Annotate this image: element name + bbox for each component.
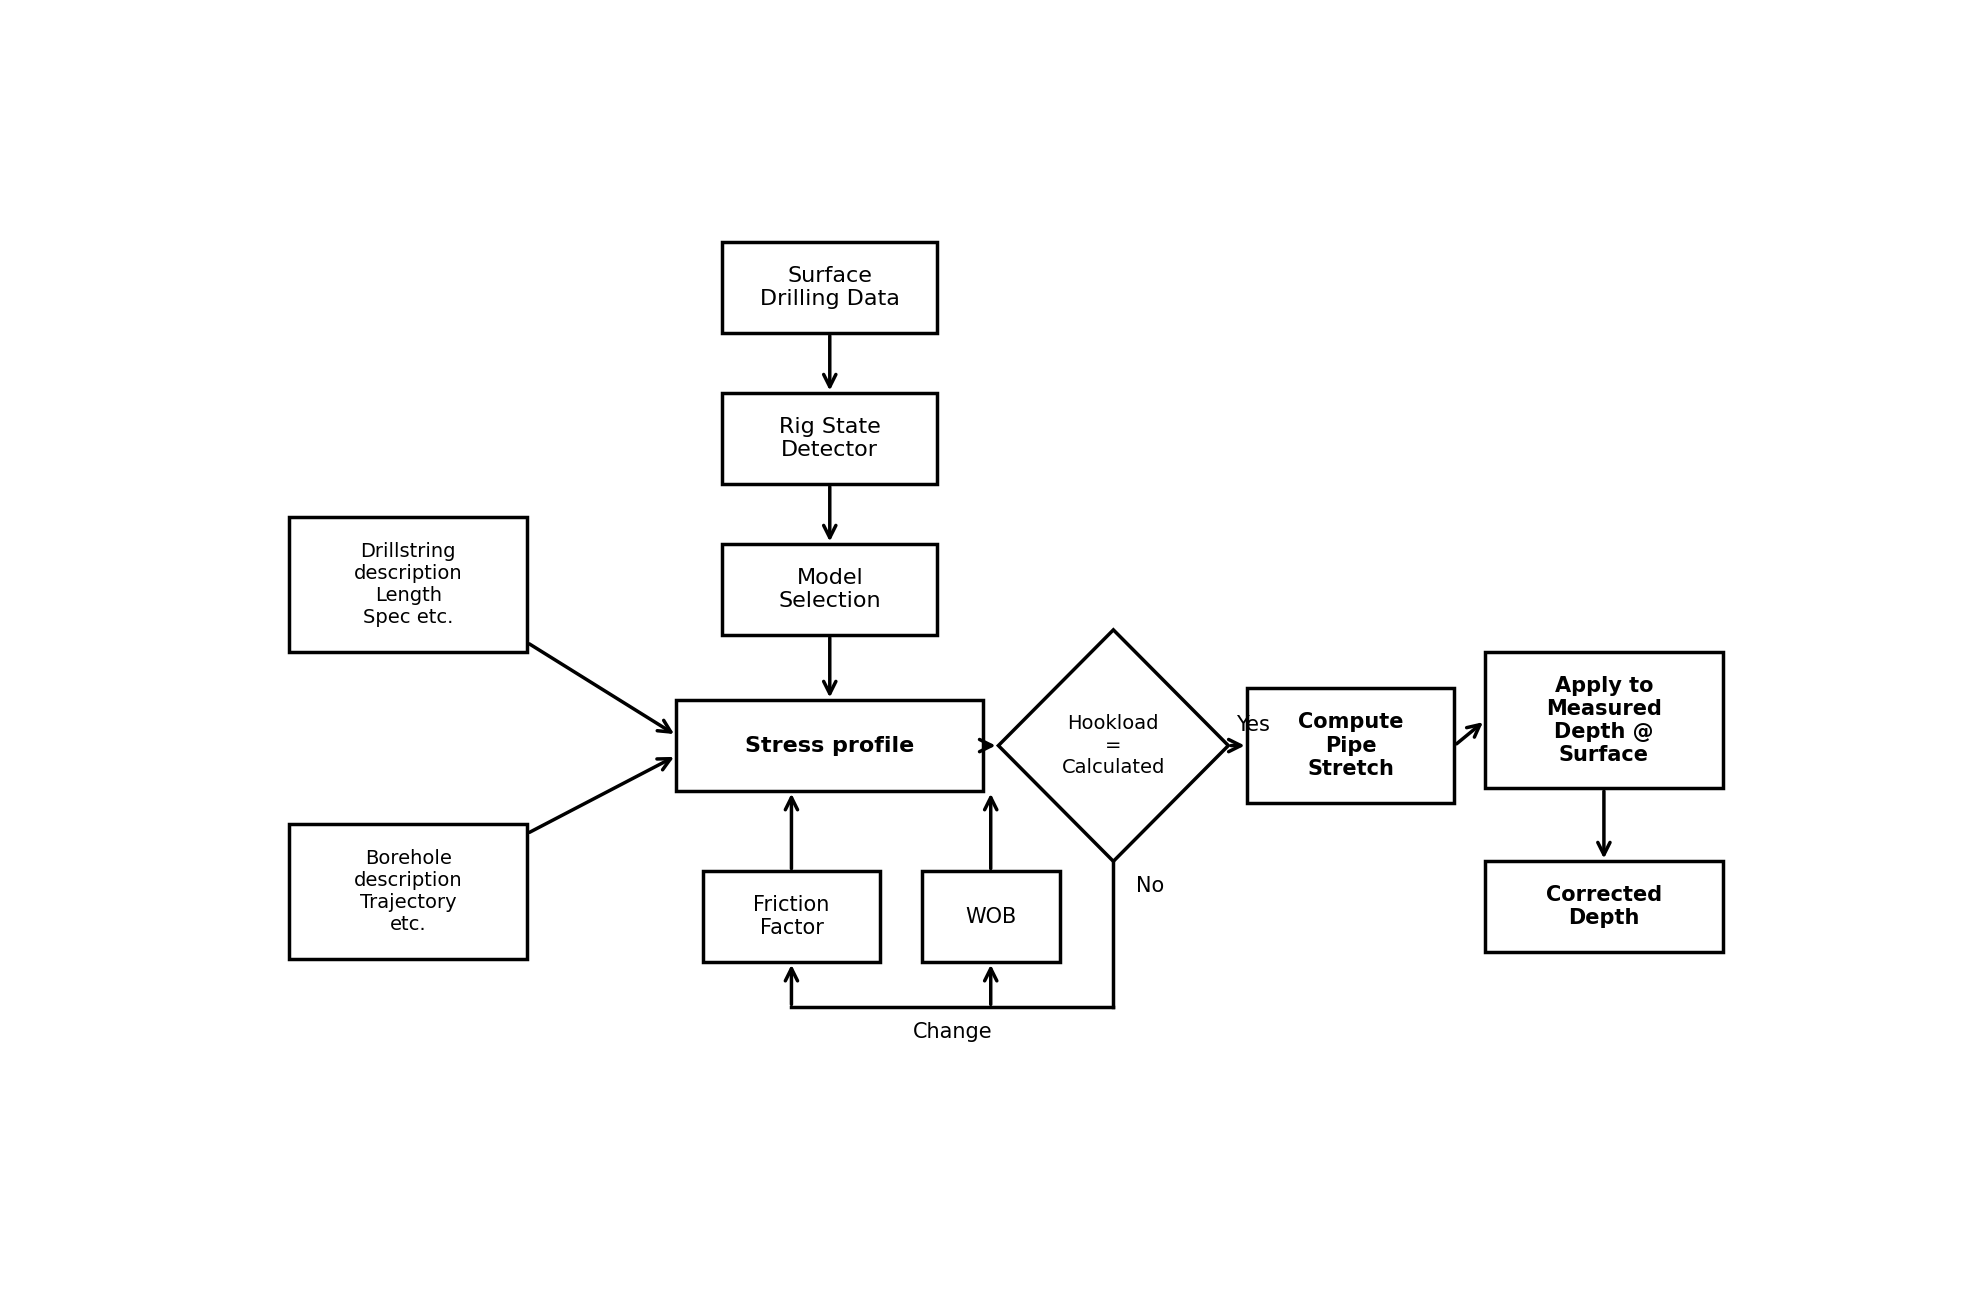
FancyBboxPatch shape xyxy=(1485,652,1723,788)
FancyBboxPatch shape xyxy=(1248,687,1454,804)
Text: Compute
Pipe
Stretch: Compute Pipe Stretch xyxy=(1298,712,1404,779)
Text: Borehole
description
Trajectory
etc.: Borehole description Trajectory etc. xyxy=(354,850,463,935)
Text: Yes: Yes xyxy=(1236,715,1270,736)
FancyBboxPatch shape xyxy=(676,701,983,791)
FancyBboxPatch shape xyxy=(722,242,938,333)
Text: Change: Change xyxy=(912,1022,993,1043)
FancyBboxPatch shape xyxy=(289,516,526,652)
Text: No: No xyxy=(1135,877,1165,897)
Text: Model
Selection: Model Selection xyxy=(779,569,880,612)
Text: Corrected
Depth: Corrected Depth xyxy=(1547,885,1662,928)
FancyBboxPatch shape xyxy=(922,872,1060,962)
FancyBboxPatch shape xyxy=(722,544,938,635)
Text: Rig State
Detector: Rig State Detector xyxy=(779,417,880,460)
Text: Apply to
Measured
Depth @
Surface: Apply to Measured Depth @ Surface xyxy=(1547,676,1662,765)
Text: Drillstring
description
Length
Spec etc.: Drillstring description Length Spec etc. xyxy=(354,542,463,627)
Polygon shape xyxy=(999,630,1228,861)
Text: Surface
Drilling Data: Surface Drilling Data xyxy=(760,267,900,310)
FancyBboxPatch shape xyxy=(704,872,880,962)
FancyBboxPatch shape xyxy=(289,823,526,959)
Text: WOB: WOB xyxy=(965,907,1017,927)
Text: Hookload
=
Calculated: Hookload = Calculated xyxy=(1062,714,1165,778)
FancyBboxPatch shape xyxy=(722,393,938,484)
Text: Friction
Factor: Friction Factor xyxy=(754,895,829,938)
Text: Stress profile: Stress profile xyxy=(746,736,914,755)
FancyBboxPatch shape xyxy=(1485,861,1723,951)
